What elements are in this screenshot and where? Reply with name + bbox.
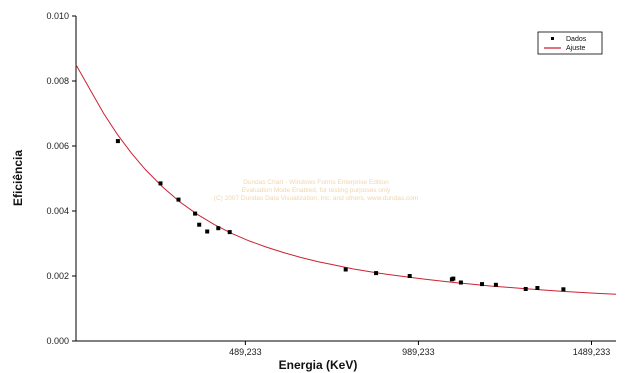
y-tick-label: 0.010: [46, 11, 69, 21]
x-tick-label: 1489,233: [573, 347, 611, 357]
data-point: [535, 286, 540, 290]
data-point: [374, 271, 379, 276]
watermark-line: Evaluation Mode Enabled, for testing pur…: [242, 187, 391, 194]
x-axis-title: Energia (KeV): [279, 358, 358, 372]
data-point: [193, 211, 198, 216]
watermark-line: Dundas Chart - Windows Forms Enterprise …: [243, 179, 389, 186]
data-point: [480, 282, 484, 287]
x-tick-label: 489,233: [229, 347, 262, 357]
y-tick-label: 0.006: [46, 141, 69, 151]
y-tick-label: 0.004: [46, 206, 69, 216]
data-point: [227, 230, 232, 235]
y-axis-title: Eficiência: [11, 150, 25, 206]
data-point: [158, 181, 163, 186]
watermark: Dundas Chart - Windows Forms Enterprise …: [214, 179, 418, 202]
fit-curve-ajuste: [75, 64, 617, 295]
data-point: [176, 197, 181, 202]
data-point: [523, 287, 528, 291]
data-point: [115, 139, 120, 144]
data-point: [205, 229, 210, 234]
data-point: [216, 226, 221, 231]
data-point: [493, 282, 498, 287]
data-point: [343, 267, 348, 272]
watermark-line: (C) 2007 Dundas Data Visualization, Inc.…: [214, 195, 418, 202]
data-point: [197, 222, 202, 227]
y-tick-label: 0.000: [46, 336, 69, 346]
legend-label-dados: Dados: [566, 36, 587, 43]
legend: Dados Ajuste: [537, 31, 603, 55]
y-tick-label: 0.002: [46, 271, 69, 281]
data-point: [451, 276, 456, 281]
x-tick-label: 989,233: [402, 347, 435, 357]
data-point: [561, 287, 566, 292]
data-points-dados: [115, 139, 566, 292]
data-point: [407, 274, 412, 278]
data-point: [458, 280, 463, 285]
y-axis-ticks: 0.000 0.002 0.004 0.006 0.008 0.010: [46, 11, 76, 346]
x-axis-ticks: 489,233 989,233 1489,233: [229, 341, 610, 357]
y-tick-label: 0.008: [46, 76, 69, 86]
legend-label-ajuste: Ajuste: [566, 45, 586, 52]
legend-marker-dados: [551, 37, 554, 40]
